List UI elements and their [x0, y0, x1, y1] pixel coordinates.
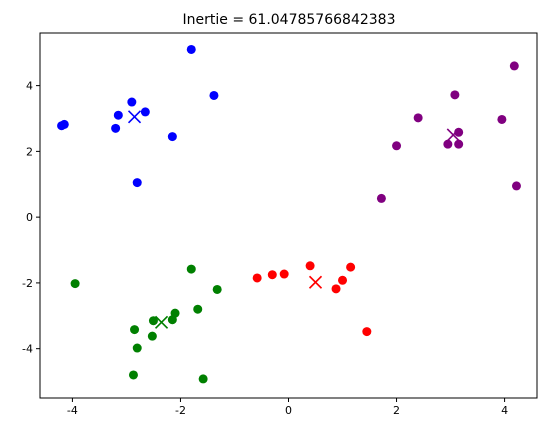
- scatter-point: [130, 325, 140, 335]
- scatter-point: [140, 107, 150, 117]
- scatter-point: [454, 139, 464, 149]
- scatter-point: [198, 374, 208, 384]
- scatter-point: [450, 90, 460, 100]
- scatter-point: [212, 284, 222, 294]
- x-tick-label: -2: [175, 404, 186, 417]
- y-tick-label: 2: [26, 145, 33, 158]
- scatter-point: [186, 44, 196, 54]
- scatter-point: [132, 343, 142, 353]
- scatter-point: [346, 262, 356, 272]
- scatter-point: [497, 114, 507, 124]
- axis-ticks: -4 -2 0 2 4 -4 -2 0 2 4: [22, 80, 508, 417]
- centroid-x-marker: [308, 275, 323, 289]
- scatter-point: [113, 110, 123, 120]
- scatter-point: [193, 304, 203, 314]
- scatter-point: [413, 113, 423, 123]
- scatter-point: [267, 270, 277, 280]
- scatter-point: [305, 261, 315, 271]
- x-tick-label: -4: [67, 404, 78, 417]
- scatter-point: [127, 97, 137, 107]
- x-tick-label: 2: [393, 404, 400, 417]
- plot-area-frame: [39, 32, 538, 399]
- centroid-markers: [127, 110, 460, 329]
- scatter-point: [167, 132, 177, 142]
- scatter-point: [132, 178, 142, 188]
- scatter-point: [392, 141, 402, 151]
- scatter-point: [209, 90, 219, 100]
- scatter-point: [338, 275, 348, 285]
- scatter-point: [147, 331, 157, 341]
- scatter-point: [148, 316, 158, 326]
- scatter-point: [511, 181, 521, 191]
- y-tick-label: -4: [22, 343, 33, 356]
- y-tick-label: 4: [26, 80, 33, 93]
- scatter-point: [443, 139, 453, 149]
- centroid-x-marker: [446, 128, 460, 142]
- scatter-point: [331, 284, 341, 294]
- scatter-point: [111, 123, 121, 133]
- y-tick-label: 0: [26, 211, 33, 224]
- scatter-point: [128, 370, 138, 380]
- scatter-point: [376, 193, 386, 203]
- data-points: [57, 44, 521, 384]
- chart-title: Inertie = 61.04785766842383: [183, 12, 396, 28]
- y-tick-label: -2: [22, 277, 33, 290]
- scatter-point: [279, 269, 289, 279]
- centroid-x-marker: [154, 315, 169, 329]
- scatter-point: [59, 119, 69, 129]
- scatter-point: [454, 127, 464, 137]
- x-tick-label: 0: [285, 404, 292, 417]
- scatter-point: [252, 273, 262, 283]
- scatter-point: [509, 61, 519, 71]
- x-tick-label: 4: [501, 404, 508, 417]
- scatter-point: [167, 315, 177, 325]
- scatter-point: [186, 264, 196, 274]
- centroid-x-marker: [127, 110, 142, 124]
- scatter-point: [362, 327, 372, 337]
- scatter-point: [70, 279, 80, 289]
